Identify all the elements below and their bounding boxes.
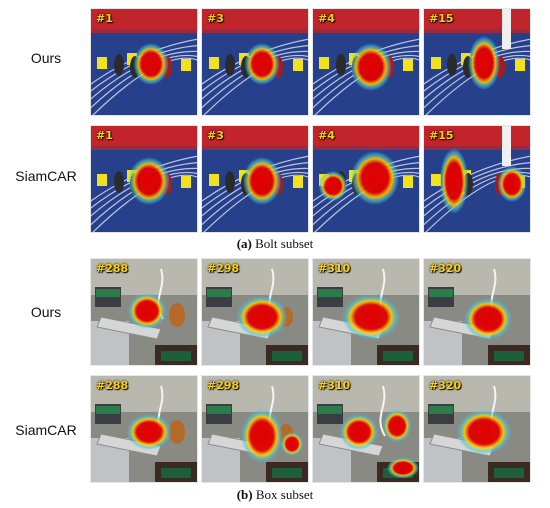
thumbnail-box-1-0: #288 [90,375,198,483]
track-scene-image [202,9,308,115]
box-scene-image [424,376,530,482]
thumbnail-track-1-3: #15 [423,125,531,233]
frame-number: #310 [318,379,351,392]
row-label-ours-box: Ours [30,304,62,320]
thumbnail-track-1-0: #1 [90,125,198,233]
frame-number: #3 [207,12,224,25]
frame-number: #310 [318,262,351,275]
caption-letter: (b) [236,487,253,502]
thumbnail-box-0-1: #298 [201,258,309,366]
frame-number: #4 [318,12,335,25]
thumbnail-track-0-3: #15 [423,8,531,116]
frame-number: #3 [207,129,224,142]
track-scene-image [313,126,419,232]
box-scene-image [313,376,419,482]
track-scene-image [91,126,197,232]
box-scene-image [91,376,197,482]
thumbnail-box-1-2: #310 [312,375,420,483]
frame-number: #320 [429,262,462,275]
box-scene-image [424,259,530,365]
track-scene-image [424,9,530,115]
caption-text: Box subset [255,487,314,502]
frame-number: #15 [429,129,454,142]
thumbnail-track-1-2: #4 [312,125,420,233]
row-label-siamcar-bolt: SiamCAR [15,168,77,184]
frame-number: #320 [429,379,462,392]
frame-number: #298 [207,262,240,275]
track-scene-image [313,9,419,115]
row-label-ours-bolt: Ours [30,50,62,66]
frame-number: #288 [96,262,129,275]
thumbnail-track-0-2: #4 [312,8,420,116]
track-scene-image [424,126,530,232]
caption-box-subset: (b) Box subset [0,487,550,503]
thumbnail-box-0-3: #320 [423,258,531,366]
caption-text: Bolt subset [255,236,314,251]
track-scene-image [202,126,308,232]
thumbnail-track-0-0: #1 [90,8,198,116]
caption-bolt-subset: (a) Bolt subset [0,236,550,252]
box-scene-image [202,376,308,482]
thumbnail-box-1-1: #298 [201,375,309,483]
frame-number: #4 [318,129,335,142]
thumbnail-box-1-3: #320 [423,375,531,483]
box-scene-image [202,259,308,365]
track-scene-image [91,9,197,115]
box-scene-image [313,259,419,365]
row-label-siamcar-box: SiamCAR [15,422,77,438]
thumbnail-track-1-1: #3 [201,125,309,233]
thumbnail-box-0-2: #310 [312,258,420,366]
frame-number: #288 [96,379,129,392]
frame-number: #1 [96,12,113,25]
box-scene-image [91,259,197,365]
caption-letter: (a) [236,236,252,251]
thumbnail-box-0-0: #288 [90,258,198,366]
frame-number: #298 [207,379,240,392]
thumbnail-track-0-1: #3 [201,8,309,116]
frame-number: #1 [96,129,113,142]
frame-number: #15 [429,12,454,25]
